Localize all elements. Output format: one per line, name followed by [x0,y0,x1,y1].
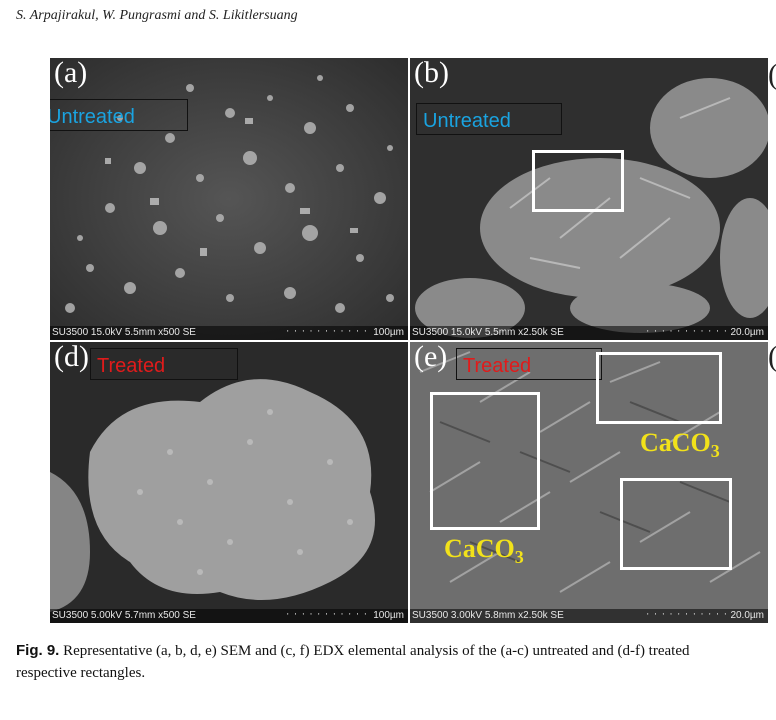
sem-image-e [410,342,768,623]
highlight-rect-e2 [596,352,722,424]
panel-letter-d: (d) [54,342,89,373]
caption-line-2: respective rectangles. [16,665,146,681]
scalebar-info-a: SU3500 15.0kV 5.5mm x500 SE [52,327,196,338]
panel-letter-e: (e) [414,342,448,373]
running-head: S. Arpajirakul, W. Pungrasmi and S. Liki… [16,8,298,23]
scalebar-d: SU3500 5.00kV 5.7mm x500 SE ' ' ' ' ' ' … [50,609,408,623]
scalebar-value-d: 100µm [373,610,404,621]
highlight-rect-b [532,150,624,212]
scalebar-ticks-e: ' ' ' ' ' ' ' ' ' ' ' [646,612,728,621]
caption-line-1: Representative (a, b, d, e) SEM and (c, … [63,643,690,659]
sem-image-d [50,342,408,623]
highlight-rect-e3 [620,478,732,570]
scalebar-value-e: 20.0µm [730,610,764,621]
scalebar-e: SU3500 3.00kV 5.8mm x2.50k SE ' ' ' ' ' … [410,609,768,623]
label-treated-d: Treated [90,348,238,380]
sem-panel-d: (d) Treated SU3500 5.00kV 5.7mm x500 SE … [50,342,408,623]
panel-c-edge-glyph: ( [768,58,776,92]
scalebar-b: SU3500 15.0kV 5.5mm x2.50k SE ' ' ' ' ' … [410,326,768,340]
scalebar-ticks-d: ' ' ' ' ' ' ' ' ' ' ' [286,612,368,621]
sem-panel-a: (a) Untreated SU3500 15.0kV 5.5mm x500 S… [50,58,408,340]
figure-caption: Fig. 9. Representative (a, b, d, e) SEM … [16,640,776,684]
label-untreated-a: Untreated [50,99,188,131]
panel-letter-a: (a) [54,58,88,89]
scalebar-ticks-b: ' ' ' ' ' ' ' ' ' ' ' [646,329,728,338]
caco3-label-lower: CaCO3 [444,534,524,568]
sem-image-b [410,58,768,340]
panel-f-edge-glyph: ( [768,340,776,374]
scalebar-value-a: 100µm [373,327,404,338]
caption-label: Fig. 9. [16,642,60,659]
caco3-label-upper: CaCO3 [640,428,720,462]
highlight-rect-e1 [430,392,540,530]
scalebar-a: SU3500 15.0kV 5.5mm x500 SE ' ' ' ' ' ' … [50,326,408,340]
sem-image-a [50,58,408,340]
sem-figure: (a) Untreated SU3500 15.0kV 5.5mm x500 S… [50,58,776,623]
sem-panel-b: (b) Untreated SU3500 15.0kV 5.5mm x2.50k… [410,58,768,340]
scalebar-info-e: SU3500 3.00kV 5.8mm x2.50k SE [412,610,564,621]
scalebar-info-b: SU3500 15.0kV 5.5mm x2.50k SE [412,327,564,338]
scalebar-info-d: SU3500 5.00kV 5.7mm x500 SE [52,610,196,621]
label-untreated-b: Untreated [416,103,562,135]
scalebar-ticks-a: ' ' ' ' ' ' ' ' ' ' ' [286,329,368,338]
label-treated-e: Treated [456,348,602,380]
panel-letter-b: (b) [414,58,449,89]
sem-panel-e: (e) Treated CaCO3 CaCO3 SU3500 3.00kV 5.… [410,342,768,623]
scalebar-value-b: 20.0µm [730,327,764,338]
